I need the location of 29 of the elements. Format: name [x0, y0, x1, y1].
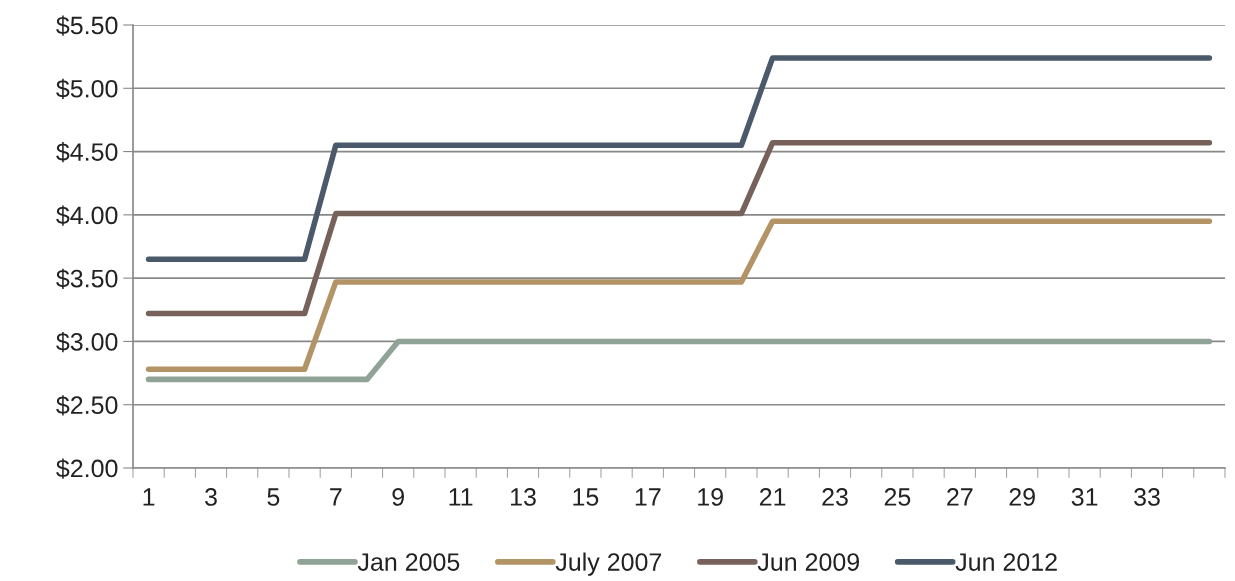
x-tick-label: 7 [330, 488, 342, 506]
legend-label: Jan 2005 [357, 553, 460, 571]
x-tick-label: 33 [1134, 488, 1160, 506]
x-tick-label: 23 [822, 488, 848, 506]
y-tick-label: $4.50 [56, 142, 118, 163]
x-tick-label: 29 [1009, 488, 1035, 506]
x-tick-label: 9 [392, 488, 404, 506]
x-tick-label: 27 [947, 488, 973, 506]
y-tick-label: $3.50 [56, 268, 118, 289]
x-tick-label: 3 [205, 488, 217, 506]
x-tick-label: 5 [267, 488, 280, 506]
x-tick-label: 11 [449, 488, 473, 506]
legend-label: July 2007 [555, 552, 662, 576]
legend-label: Jun 2009 [757, 553, 860, 571]
x-tick-label: 19 [698, 488, 723, 506]
y-tick-label: $3.00 [56, 331, 118, 353]
x-tick-label: 25 [884, 488, 911, 506]
y-tick-label: $2.00 [56, 458, 118, 479]
x-tick-label: 17 [635, 488, 661, 506]
x-tick-label: 1 [143, 488, 155, 506]
y-tick-label: $2.50 [56, 395, 118, 416]
y-tick-label: $4.00 [56, 205, 118, 226]
y-tick-label: $5.50 [56, 15, 118, 36]
x-tick-label: 31 [1071, 488, 1098, 506]
x-tick-label: 21 [759, 488, 786, 506]
y-tick-label: $5.00 [56, 78, 118, 100]
x-tick-label: 15 [573, 488, 599, 506]
legend-label: Jun 2012 [955, 553, 1057, 571]
x-tick-label: 13 [511, 488, 536, 506]
